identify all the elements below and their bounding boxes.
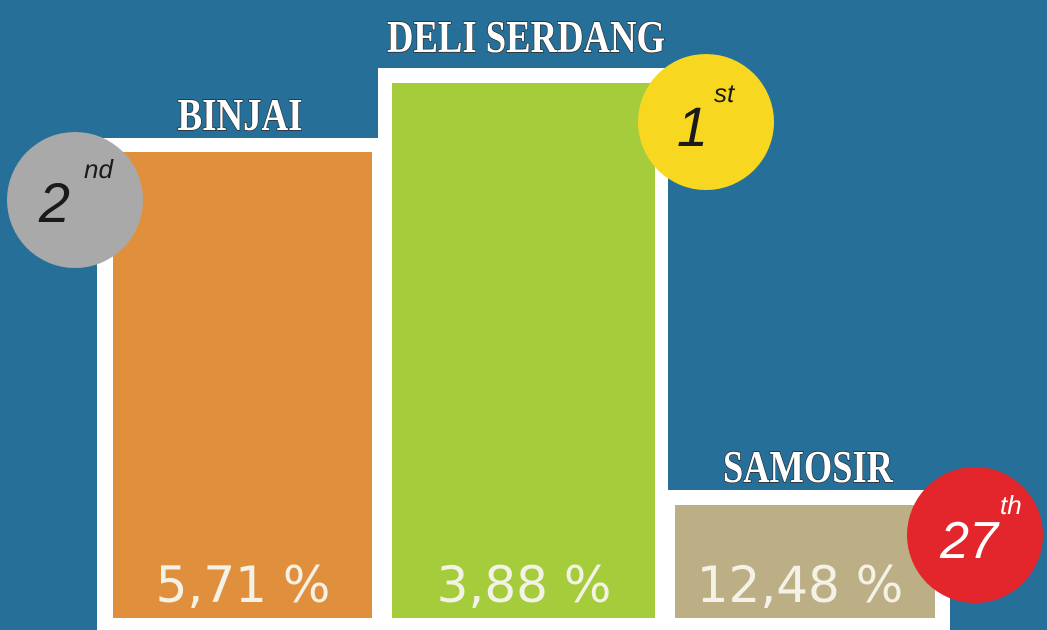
region-name: DELI SERDANG bbox=[387, 11, 665, 62]
rank-suffix: th bbox=[1000, 490, 1022, 520]
rank-number: 1 bbox=[677, 95, 708, 158]
rank-badge bbox=[907, 467, 1043, 603]
rank-badge bbox=[7, 132, 143, 268]
value-label: 5,71 % bbox=[156, 556, 331, 614]
podium-block bbox=[113, 152, 372, 618]
rank-suffix: nd bbox=[84, 154, 114, 184]
rank-suffix: st bbox=[714, 78, 736, 108]
rank-badge bbox=[638, 54, 774, 190]
region-name: BINJAI bbox=[178, 89, 303, 140]
rank-number: 2 bbox=[38, 171, 70, 234]
value-label: 3,88 % bbox=[437, 556, 612, 614]
podium-block bbox=[392, 83, 655, 618]
value-label: 12,48 % bbox=[697, 556, 904, 614]
rank-number: 27 bbox=[939, 512, 1000, 570]
podium-block bbox=[675, 505, 935, 618]
region-name: SAMOSIR bbox=[723, 441, 894, 492]
